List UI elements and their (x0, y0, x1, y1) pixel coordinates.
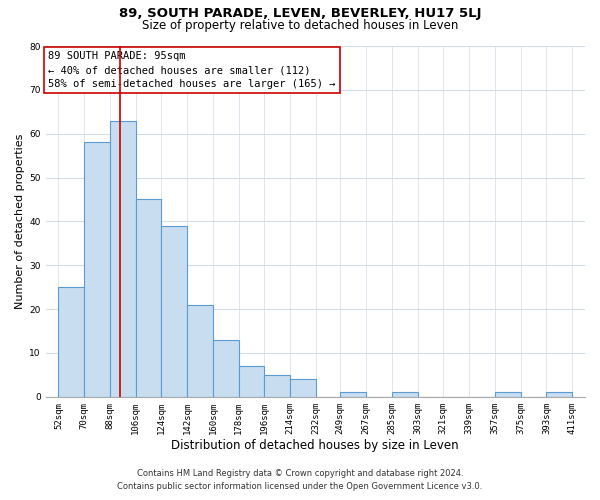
Y-axis label: Number of detached properties: Number of detached properties (15, 134, 25, 309)
Bar (161, 226, 187, 397)
Bar (239, 366, 265, 397)
Bar (392, 392, 418, 397)
Bar (187, 304, 213, 397)
X-axis label: Distribution of detached houses by size in Leven: Distribution of detached houses by size … (172, 440, 459, 452)
Text: Contains HM Land Registry data © Crown copyright and database right 2024.
Contai: Contains HM Land Registry data © Crown c… (118, 470, 482, 491)
Text: 89, SOUTH PARADE, LEVEN, BEVERLEY, HU17 5LJ: 89, SOUTH PARADE, LEVEN, BEVERLEY, HU17 … (119, 8, 481, 20)
Bar (110, 120, 136, 397)
Bar (213, 340, 239, 397)
Text: 89 SOUTH PARADE: 95sqm
← 40% of detached houses are smaller (112)
58% of semi-de: 89 SOUTH PARADE: 95sqm ← 40% of detached… (48, 52, 336, 90)
Bar (340, 392, 366, 397)
Text: Size of property relative to detached houses in Leven: Size of property relative to detached ho… (142, 18, 458, 32)
Bar (84, 142, 110, 397)
Bar (136, 200, 161, 397)
Bar (547, 392, 572, 397)
Bar (290, 380, 316, 397)
Bar (58, 287, 84, 397)
Bar (495, 392, 521, 397)
Bar (265, 375, 290, 397)
